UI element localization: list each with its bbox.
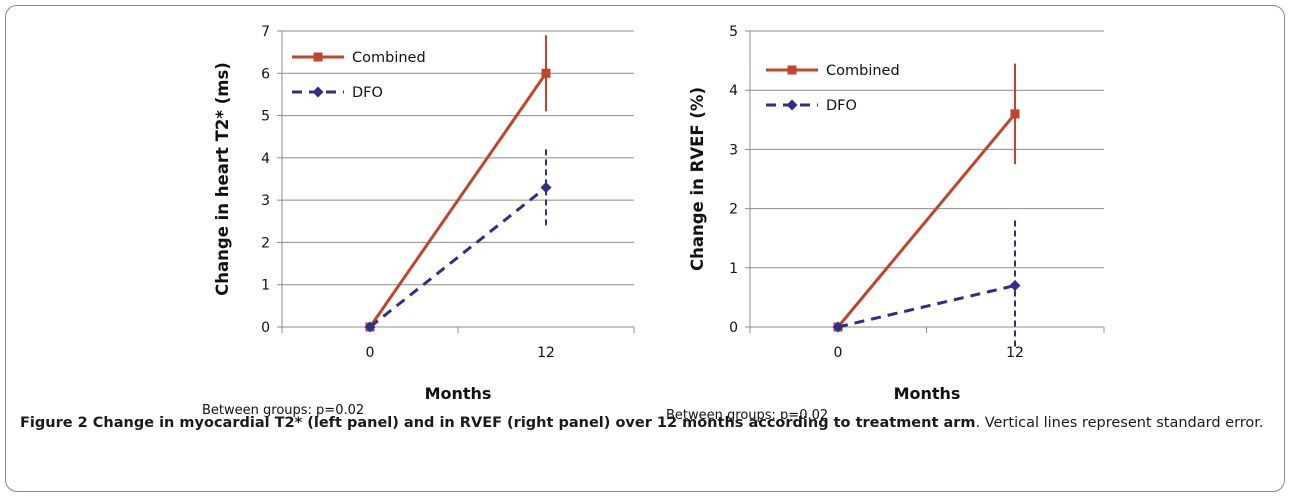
- chart2-legend-label-dfo: DFO: [826, 98, 857, 114]
- chart2-series-combined-line: [836, 112, 1017, 328]
- chart1-y-tick-label: 6: [261, 66, 270, 82]
- p-value-note-right: Between groups: p=0.02: [666, 408, 829, 423]
- chart1-series-dfo-point: [540, 181, 552, 193]
- chart1-y-tick-label: 2: [261, 235, 270, 251]
- chart1-legend-marker-combined: [313, 52, 323, 62]
- chart2-series-dfo-point: [832, 321, 844, 333]
- chart1-y-axis-title: Change in heart T2* (ms): [213, 62, 232, 296]
- chart1-legend-marker-dfo: [312, 86, 324, 98]
- chart2-y-axis-title: Change in RVEF (%): [688, 87, 707, 271]
- figure-frame: [5, 5, 1285, 492]
- chart1-y-tick-label: 3: [261, 193, 270, 209]
- chart1-y-tick-label: 7: [261, 24, 270, 40]
- chart1-x-axis-title: Months: [425, 384, 492, 403]
- chart2-y-tick-label: 1: [729, 261, 738, 277]
- chart2-series-dfo-point: [1009, 280, 1021, 292]
- chart2-y-tick-label: 3: [729, 142, 738, 158]
- caption-text: . Vertical lines represent standard erro…: [975, 415, 1264, 431]
- caption-title: Figure 2 Change in myocardial T2* (left …: [20, 415, 976, 431]
- chart1-series-combined-point: [541, 68, 551, 78]
- chart1-series-dfo-point: [364, 321, 376, 333]
- chart1-x-tick-label: 12: [537, 345, 555, 361]
- chart1-y-tick-label: 5: [261, 109, 270, 125]
- chart2-series-dfo-line: [837, 284, 1016, 329]
- chart2-series-combined-point: [1010, 109, 1020, 119]
- chart2-legend-marker-combined: [787, 65, 797, 75]
- chart2-x-tick-label: 12: [1006, 345, 1024, 361]
- chart1-series-dfo-line: [369, 186, 547, 329]
- p-value-note-left: Between groups: p=0.02: [202, 403, 365, 418]
- figure-caption: Figure 2 Change in myocardial T2* (left …: [20, 413, 1270, 434]
- chart1-y-tick-label: 0: [261, 320, 270, 336]
- chart2-y-tick-label: 5: [729, 24, 738, 40]
- chart2-legend-label-combined: Combined: [826, 63, 900, 79]
- chart2-x-tick-label: 0: [834, 345, 843, 361]
- chart2-y-tick-label: 0: [729, 320, 738, 336]
- chart1-y-tick-label: 1: [261, 278, 270, 294]
- chart1-y-tick-label: 4: [261, 151, 270, 167]
- chart2-x-axis-title: Months: [894, 384, 961, 403]
- chart2-legend-marker-dfo: [786, 99, 798, 111]
- chart2-y-tick-label: 4: [729, 83, 738, 99]
- chart1-series-combined-line: [368, 72, 548, 328]
- chart1-legend-label-dfo: DFO: [352, 85, 383, 101]
- chart1-legend-label-combined: Combined: [352, 50, 426, 66]
- chart2-y-tick-label: 2: [729, 202, 738, 218]
- chart1-x-tick-label: 0: [366, 345, 375, 361]
